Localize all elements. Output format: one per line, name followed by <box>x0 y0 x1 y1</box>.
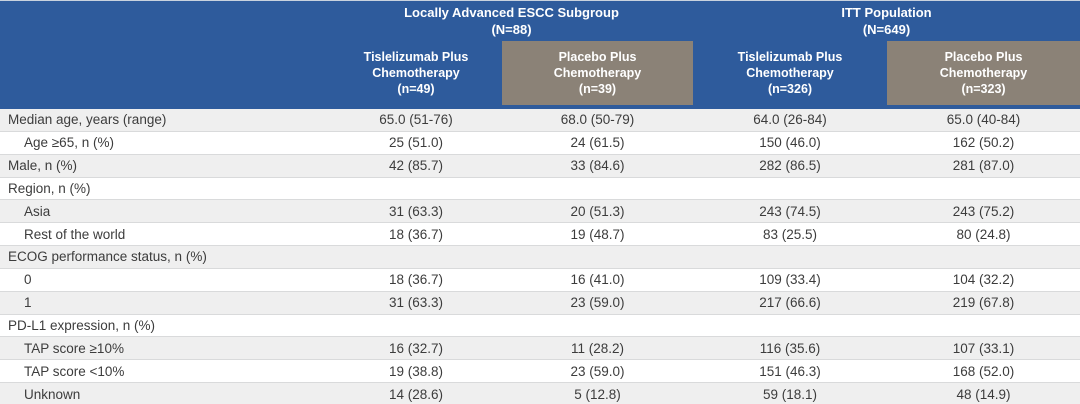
table-row: 1 31 (63.3) 23 (59.0) 217 (66.6) 219 (67… <box>0 291 1080 315</box>
column-header-tislelizumab-itt: Tislelizumab Plus Chemotherapy (n=326) <box>693 41 887 105</box>
value-cell: 18 (36.7) <box>388 226 444 242</box>
value-cell: 5 (12.8) <box>574 386 621 402</box>
column-title: Tislelizumab Plus Chemotherapy <box>737 50 843 80</box>
value-cell: 83 (25.5) <box>762 226 818 242</box>
value-cell: 19 (38.8) <box>388 363 444 379</box>
value-cell: 151 (46.3) <box>759 363 821 379</box>
table-row: Median age, years (range) 65.0 (51-76) 6… <box>0 109 1080 132</box>
column-title: Placebo Plus Chemotherapy <box>553 50 642 80</box>
column-header-placebo-itt: Placebo Plus Chemotherapy (n=323) <box>887 41 1080 105</box>
group-header-row: Locally Advanced ESCC Subgroup (N=88) IT… <box>0 1 1080 41</box>
column-header-tislelizumab-escc: Tislelizumab Plus Chemotherapy (n=49) <box>330 41 502 105</box>
value-cell: 65.0 (51-76) <box>379 112 453 128</box>
row-label: TAP score ≥10% <box>24 340 124 356</box>
row-label: PD-L1 expression, n (%) <box>8 318 156 334</box>
column-title: Tislelizumab Plus Chemotherapy <box>363 50 469 80</box>
row-label: Region, n (%) <box>8 180 91 196</box>
table-row: TAP score <10% 19 (38.8) 23 (59.0) 151 (… <box>0 360 1080 384</box>
value-cell: 48 (14.9) <box>956 386 1011 402</box>
value-cell: 217 (66.6) <box>759 295 821 311</box>
group-n: (N=649) <box>862 22 911 37</box>
value-cell: 23 (59.0) <box>570 295 625 311</box>
value-cell: 31 (63.3) <box>388 203 444 219</box>
value-cell: 150 (46.0) <box>759 135 821 151</box>
value-cell: 33 (84.6) <box>570 158 625 174</box>
group-title: Locally Advanced ESCC Subgroup <box>404 5 619 20</box>
column-n: (n=323) <box>961 82 1006 96</box>
value-cell: 65.0 (40-84) <box>946 112 1021 128</box>
value-cell: 16 (32.7) <box>388 340 444 356</box>
column-n: (n=49) <box>397 82 435 96</box>
value-cell: 243 (75.2) <box>952 203 1015 219</box>
row-label: 0 <box>24 272 32 288</box>
row-label: Age ≥65, n (%) <box>24 135 114 151</box>
row-label: TAP score <10% <box>24 363 125 379</box>
column-header-row: Tislelizumab Plus Chemotherapy (n=49) Pl… <box>0 41 1080 109</box>
column-n: (n=39) <box>578 82 617 96</box>
group-header-escc-subgroup: Locally Advanced ESCC Subgroup (N=88) <box>330 1 693 41</box>
row-label: 1 <box>24 295 32 311</box>
header-label-spacer <box>0 1 330 41</box>
table-row: TAP score ≥10% 16 (32.7) 11 (28.2) 116 (… <box>0 337 1080 361</box>
value-cell: 68.0 (50-79) <box>560 112 635 128</box>
value-cell: 11 (28.2) <box>570 340 625 356</box>
table-header: Locally Advanced ESCC Subgroup (N=88) IT… <box>0 1 1080 109</box>
value-cell: 24 (61.5) <box>570 135 625 151</box>
table-row: Age ≥65, n (%) 25 (51.0) 24 (61.5) 150 (… <box>0 131 1080 155</box>
table-row: Region, n (%) <box>0 177 1080 201</box>
value-cell: 25 (51.0) <box>388 135 444 151</box>
table-body: Median age, years (range) 65.0 (51-76) 6… <box>0 109 1080 404</box>
value-cell: 116 (35.6) <box>759 340 821 356</box>
table-row: 0 18 (36.7) 16 (41.0) 109 (33.4) 104 (32… <box>0 268 1080 292</box>
row-label: Male, n (%) <box>8 158 78 174</box>
value-cell: 20 (51.3) <box>570 203 625 219</box>
value-cell: 14 (28.6) <box>388 386 444 402</box>
table-row: Rest of the world 18 (36.7) 19 (48.7) 83… <box>0 223 1080 247</box>
table-row: ECOG performance status, n (%) <box>0 246 1080 269</box>
value-cell: 31 (63.3) <box>388 295 444 311</box>
value-cell: 162 (50.2) <box>952 135 1015 151</box>
value-cell: 104 (32.2) <box>952 272 1015 288</box>
table-row: Male, n (%) 42 (85.7) 33 (84.6) 282 (86.… <box>0 154 1080 178</box>
table-row: Unknown 14 (28.6) 5 (12.8) 59 (18.1) 48 … <box>0 383 1080 404</box>
group-header-itt-population: ITT Population (N=649) <box>693 1 1080 41</box>
value-cell: 18 (36.7) <box>388 272 444 288</box>
value-cell: 281 (87.0) <box>952 158 1015 174</box>
value-cell: 19 (48.7) <box>570 226 625 242</box>
group-n: (N=88) <box>491 22 532 37</box>
header-label-spacer <box>0 41 330 105</box>
value-cell: 243 (74.5) <box>759 203 821 219</box>
row-label: ECOG performance status, n (%) <box>8 249 207 265</box>
value-cell: 80 (24.8) <box>956 226 1011 242</box>
value-cell: 59 (18.1) <box>762 386 818 402</box>
value-cell: 64.0 (26-84) <box>753 112 827 128</box>
value-cell: 107 (33.1) <box>952 340 1015 356</box>
row-label: Median age, years (range) <box>8 112 167 128</box>
column-n: (n=326) <box>767 82 813 96</box>
value-cell: 168 (52.0) <box>952 363 1015 379</box>
table-row: PD-L1 expression, n (%) <box>0 314 1080 338</box>
value-cell: 109 (33.4) <box>759 272 821 288</box>
table-row: Asia 31 (63.3) 20 (51.3) 243 (74.5) 243 … <box>0 200 1080 224</box>
row-label: Unknown <box>24 386 81 402</box>
value-cell: 23 (59.0) <box>570 363 625 379</box>
row-label: Rest of the world <box>24 226 126 242</box>
value-cell: 219 (67.8) <box>952 295 1015 311</box>
group-title: ITT Population <box>841 5 932 20</box>
column-header-placebo-escc: Placebo Plus Chemotherapy (n=39) <box>502 41 693 105</box>
row-label: Asia <box>24 203 51 219</box>
value-cell: 16 (41.0) <box>570 272 625 288</box>
value-cell: 42 (85.7) <box>388 158 444 174</box>
value-cell: 282 (86.5) <box>759 158 821 174</box>
column-title: Placebo Plus Chemotherapy <box>939 50 1028 80</box>
